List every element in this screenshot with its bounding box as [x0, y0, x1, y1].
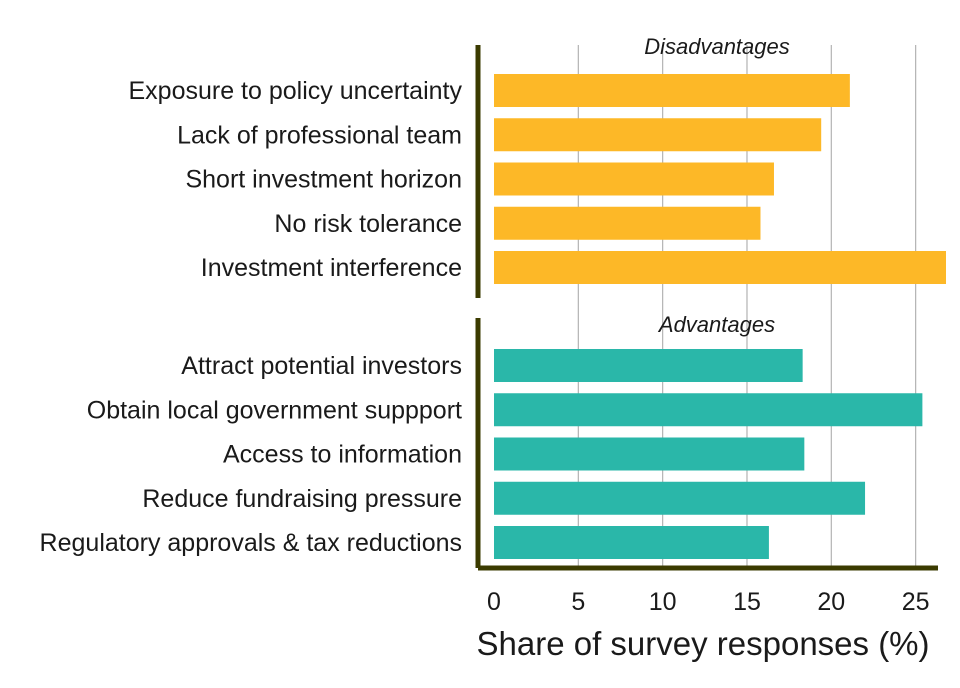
bar: [494, 437, 805, 471]
x-tick-label: 0: [487, 588, 501, 616]
x-tick-label: 25: [902, 588, 930, 616]
category-label: Obtain local government suppport: [87, 396, 462, 424]
bar: [494, 481, 866, 515]
bar: [494, 393, 923, 427]
bar: [494, 74, 850, 107]
bar: [494, 162, 774, 196]
x-axis-title: Share of survey responses (%): [476, 625, 929, 662]
x-tick-label: 10: [649, 588, 677, 616]
category-label: Reduce fundraising pressure: [142, 485, 462, 513]
x-tick-label: 20: [817, 588, 845, 616]
category-labels: Exposure to policy uncertainty Lack of pr…: [40, 77, 463, 557]
axes: [475, 45, 938, 571]
x-tick-label: 5: [571, 588, 585, 616]
category-label: Lack of professional team: [177, 121, 462, 149]
category-label: No risk tolerance: [274, 210, 462, 238]
category-label: Attract potential investors: [181, 352, 462, 380]
category-label: Access to information: [223, 441, 462, 469]
category-label: Investment interference: [201, 254, 462, 282]
bar: [494, 206, 761, 240]
category-label: Exposure to policy uncertainty: [128, 77, 462, 105]
x-tick-labels: 0 5 10 15 20 25: [487, 588, 930, 616]
group-title: Disadvantages: [644, 34, 790, 59]
bar: [494, 526, 769, 559]
bars: [494, 74, 946, 559]
bar: [494, 251, 946, 284]
category-label: Regulatory approvals & tax reductions: [40, 529, 462, 557]
group-title: Advantages: [657, 312, 775, 337]
bar: [494, 118, 822, 152]
x-tick-label: 15: [733, 588, 761, 616]
bar: [494, 349, 803, 382]
category-label: Short investment horizon: [185, 166, 462, 194]
group-titles: Disadvantages Advantages: [644, 34, 790, 337]
